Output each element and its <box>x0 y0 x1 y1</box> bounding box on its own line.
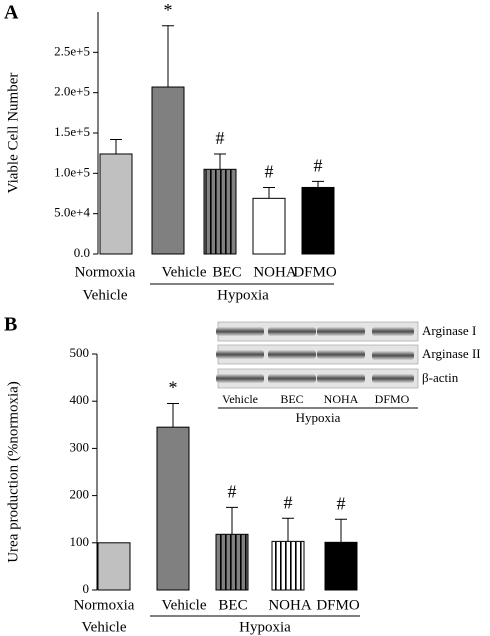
y-tick-label: 500 <box>70 345 90 360</box>
error-bar <box>263 186 275 199</box>
bar <box>252 197 286 255</box>
significance-mark: * <box>169 378 178 398</box>
blot-band <box>268 350 316 359</box>
x-tick-label: Vehicle <box>162 597 207 613</box>
significance-mark: # <box>314 156 323 176</box>
blot-row-label: β-actin <box>422 370 459 385</box>
group-label: Vehicle <box>83 287 128 303</box>
x-tick-label: DFMO <box>293 264 337 280</box>
bar-hatch <box>205 169 235 254</box>
significance-mark: # <box>337 493 346 513</box>
error-bar <box>162 25 174 88</box>
y-tick-label: 0.0 <box>74 245 90 260</box>
bar-hatch <box>217 534 247 590</box>
x-tick-label: DFMO <box>316 597 360 613</box>
x-tick-label: Vehicle <box>162 264 207 280</box>
group-label: Vehicle <box>82 619 127 635</box>
y-tick-label: 5.0e+4 <box>54 205 90 220</box>
blot-band <box>317 327 365 336</box>
blot-band <box>317 374 365 383</box>
panel-label: B <box>4 314 17 336</box>
x-tick-label: Normoxia <box>74 597 135 613</box>
significance-mark: # <box>284 492 293 512</box>
y-tick-label: 100 <box>70 534 90 549</box>
significance-mark: # <box>265 162 274 182</box>
y-tick-label: 1.5e+5 <box>54 124 90 139</box>
y-tick-label: 400 <box>70 392 90 407</box>
error-bar <box>226 506 238 535</box>
blot-band <box>372 374 414 383</box>
x-tick-label: Normoxia <box>75 264 136 280</box>
error-bar <box>282 517 294 542</box>
blot-band <box>372 327 414 336</box>
significance-mark: # <box>228 482 237 502</box>
blot-lane-label: Vehicle <box>222 392 258 406</box>
blot-group-label: Hypoxia <box>296 410 341 425</box>
bar-hatch <box>273 541 303 590</box>
x-tick-label: BEC <box>212 264 241 280</box>
error-bar <box>214 153 226 170</box>
y-tick-label: 2.0e+5 <box>54 84 90 99</box>
error-bar <box>167 403 179 428</box>
bar <box>97 542 131 591</box>
x-tick-label: NOHA <box>253 264 296 280</box>
y-tick-label: 1.0e+5 <box>54 164 90 179</box>
y-tick-label: 200 <box>70 487 90 502</box>
bar <box>324 541 358 591</box>
error-bar <box>312 180 324 188</box>
bar <box>99 153 133 255</box>
bar <box>301 186 335 255</box>
bar <box>151 86 185 255</box>
y-tick-label: 2.5e+5 <box>54 43 90 58</box>
blot-band <box>268 374 316 383</box>
blot-band <box>372 351 414 360</box>
group-label: Hypoxia <box>217 287 269 303</box>
y-tick-label: 0 <box>83 581 90 596</box>
x-tick-label: NOHA <box>268 597 311 613</box>
blot-band <box>216 350 264 359</box>
blot-row-label: Arginase II <box>422 346 481 361</box>
significance-mark: * <box>164 0 173 20</box>
error-bar <box>110 138 122 154</box>
blot-lane-label: BEC <box>280 392 303 406</box>
blot-row-label: Arginase I <box>422 323 476 338</box>
significance-mark: # <box>216 128 225 148</box>
y-axis-label: Urea production (%normoxia) <box>5 381 21 563</box>
blot-lane-label: NOHA <box>324 392 359 406</box>
group-label: Hypoxia <box>239 619 291 635</box>
blot-lane-label: DFMO <box>375 392 410 406</box>
error-bar <box>335 518 347 543</box>
panel-label: A <box>4 2 19 24</box>
y-tick-label: 300 <box>70 439 90 454</box>
blot-band <box>268 327 316 336</box>
x-tick-label: BEC <box>218 597 247 613</box>
blot-band <box>216 374 264 383</box>
blot-band <box>216 327 264 336</box>
blot-band <box>317 350 365 359</box>
bar <box>156 426 190 591</box>
y-axis-label: Viable Cell Number <box>5 73 21 194</box>
